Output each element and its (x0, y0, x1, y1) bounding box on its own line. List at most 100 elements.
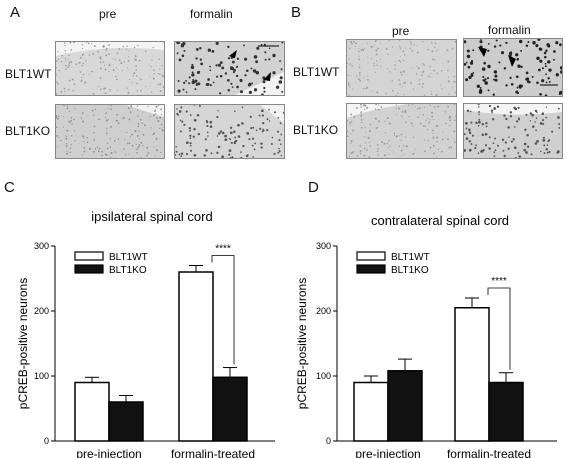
micrograph-cell (83, 137, 85, 139)
micrograph-cell (81, 64, 84, 67)
micrograph-cell (465, 127, 468, 130)
micrograph-cell (367, 75, 369, 77)
micrograph-cell (154, 110, 156, 113)
micrograph-cell (402, 50, 405, 53)
micrograph-cell (81, 79, 83, 82)
micrograph-cell (156, 149, 158, 152)
micrograph-cell (393, 134, 396, 136)
micrograph-cell (529, 120, 532, 122)
micrograph-cell (347, 74, 349, 77)
micrograph-cell (85, 42, 88, 43)
micrograph-cell (146, 146, 149, 149)
micrograph-cell (395, 114, 398, 116)
micrograph-cell (415, 73, 418, 75)
micrograph-cell (105, 119, 108, 122)
micrograph-cell (197, 132, 201, 136)
micrograph-cell (56, 67, 57, 69)
micrograph-cell (538, 68, 541, 72)
micrograph-cell (231, 156, 234, 158)
micrograph-cell (136, 90, 139, 92)
bar-blt1ko-0 (387, 370, 423, 442)
y-axis-label: pCREB-positive neurons (295, 278, 309, 409)
micrograph-cell (261, 114, 264, 117)
micrograph-cell (493, 155, 496, 157)
micrograph-cell (455, 115, 456, 117)
micrograph-cell (388, 40, 390, 41)
micrograph-cell (395, 94, 397, 96)
micrograph-cell (398, 83, 400, 86)
micrograph-cell (360, 111, 363, 114)
micrograph-b-wt-pre-texture (347, 40, 456, 96)
micrograph-cell (427, 140, 429, 142)
micrograph-cell (242, 144, 245, 148)
micrograph-cell (494, 74, 498, 78)
micrograph-cell (444, 111, 447, 113)
micrograph-cell (198, 105, 201, 107)
micrograph-cell (262, 80, 266, 84)
micrograph-cell (401, 111, 404, 113)
micrograph-cell (467, 65, 471, 69)
micrograph-cell (189, 134, 192, 137)
micrograph-cell (478, 106, 480, 108)
micrograph-cell (205, 119, 208, 122)
micrograph-cell (57, 82, 59, 85)
micrograph-cell (57, 58, 60, 60)
micrograph-cell (227, 88, 231, 92)
micrograph-cell (240, 151, 242, 153)
micrograph-cell (153, 69, 155, 71)
micrograph-cell (106, 147, 109, 150)
micrograph-cell (399, 61, 402, 63)
micrograph-cell (464, 133, 466, 136)
micrograph-cell (113, 140, 116, 142)
micrograph-cell (539, 48, 543, 51)
micrograph-cell (436, 156, 438, 158)
panel-b-col-pre: pre (392, 24, 410, 38)
micrograph-cell (81, 53, 84, 56)
micrograph-cell (191, 63, 194, 66)
micrograph-cell (97, 150, 100, 153)
micrograph-cell (71, 123, 73, 125)
micrograph-cell (517, 64, 521, 68)
micrograph-cell (445, 122, 447, 125)
micrograph-cell (176, 108, 178, 110)
micrograph-cell (86, 137, 89, 139)
legend-label-blt1ko: BLT1KO (391, 265, 429, 276)
micrograph-cell (395, 61, 397, 63)
significance-bracket (211, 255, 235, 365)
micrograph-cell (453, 80, 456, 83)
micrograph-cell (260, 146, 263, 149)
micrograph-b-ko-formalin-texture (464, 104, 562, 158)
micrograph-cell (518, 155, 521, 158)
micrograph-cell (422, 63, 424, 65)
micrograph-cell (251, 137, 255, 140)
micrograph-cell (210, 152, 213, 155)
micrograph-cell (468, 75, 472, 80)
y-tick-label: 300 (34, 241, 49, 251)
micrograph-cell (448, 146, 451, 149)
micrograph-cell (362, 87, 365, 90)
micrograph-cell (519, 86, 522, 89)
micrograph-cell (468, 130, 471, 132)
micrograph-cell (137, 125, 140, 128)
micrograph-cell (483, 61, 486, 65)
micrograph-cell (237, 135, 241, 138)
micrograph-cell (388, 122, 391, 125)
micrograph-cell (368, 156, 371, 158)
micrograph-cell (260, 142, 263, 145)
micrograph-cell (398, 145, 400, 147)
panel-label-a: A (10, 4, 21, 21)
significance-label: **** (491, 276, 507, 287)
micrograph-cell (141, 111, 143, 113)
micrograph-cell (525, 71, 529, 75)
micrograph-cell (117, 89, 119, 91)
micrograph-cell (282, 111, 284, 114)
micrograph-cell (62, 126, 64, 128)
micrograph-cell (106, 142, 109, 145)
micrograph-cell (216, 135, 219, 137)
micrograph-cell (133, 58, 135, 60)
micrograph-cell (94, 108, 97, 111)
micrograph-cell (380, 106, 383, 108)
micrograph-cell (69, 147, 72, 150)
micrograph-cell (468, 140, 471, 143)
micrograph-cell (436, 136, 439, 139)
